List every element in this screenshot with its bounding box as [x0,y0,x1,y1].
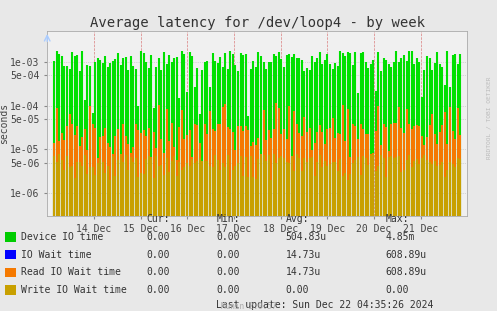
Text: 0.00: 0.00 [147,285,170,295]
Text: 0.00: 0.00 [147,267,170,277]
Text: Device IO time: Device IO time [21,232,103,242]
Title: Average latency for /dev/loop4 - by week: Average latency for /dev/loop4 - by week [89,16,425,30]
Text: 0.00: 0.00 [216,250,240,260]
Text: RRDTOOL / TOBI OETIKER: RRDTOOL / TOBI OETIKER [486,77,491,160]
Text: Min:: Min: [216,214,240,224]
Text: 608.89u: 608.89u [385,250,426,260]
Text: Munin 2.0.57: Munin 2.0.57 [221,302,276,311]
Text: 0.00: 0.00 [147,232,170,242]
Text: Write IO Wait time: Write IO Wait time [21,285,127,295]
Text: 0.00: 0.00 [216,285,240,295]
Text: 4.85m: 4.85m [385,232,414,242]
Y-axis label: seconds: seconds [0,103,9,144]
Text: Cur:: Cur: [147,214,170,224]
Text: 0.00: 0.00 [286,285,309,295]
Text: 0.00: 0.00 [216,267,240,277]
Text: 14.73u: 14.73u [286,250,321,260]
Text: 0.00: 0.00 [147,250,170,260]
Text: 504.83u: 504.83u [286,232,327,242]
Text: 14.73u: 14.73u [286,267,321,277]
Text: IO Wait time: IO Wait time [21,250,91,260]
Text: Read IO Wait time: Read IO Wait time [21,267,121,277]
Text: Last update: Sun Dec 22 04:35:26 2024: Last update: Sun Dec 22 04:35:26 2024 [216,300,433,310]
Text: 608.89u: 608.89u [385,267,426,277]
Text: 0.00: 0.00 [216,232,240,242]
Text: 0.00: 0.00 [385,285,409,295]
Text: Max:: Max: [385,214,409,224]
Text: Avg:: Avg: [286,214,309,224]
